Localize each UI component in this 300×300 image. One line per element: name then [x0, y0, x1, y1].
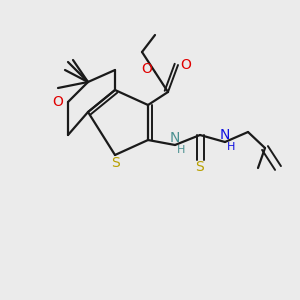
- Text: H: H: [177, 145, 185, 155]
- Text: O: O: [52, 95, 63, 109]
- Text: S: S: [196, 160, 204, 174]
- Text: O: O: [142, 62, 152, 76]
- Text: N: N: [170, 131, 180, 145]
- Text: O: O: [181, 58, 191, 72]
- Text: S: S: [111, 156, 119, 170]
- Text: H: H: [227, 142, 235, 152]
- Text: N: N: [220, 128, 230, 142]
